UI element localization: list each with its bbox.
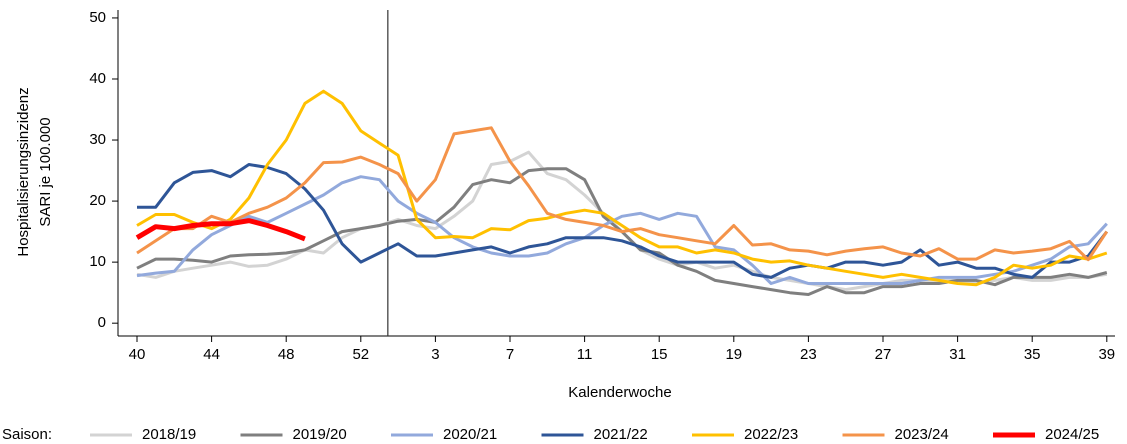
x-tick-label: 52	[352, 346, 369, 363]
y-tick-label: 50	[89, 9, 106, 26]
y-tick-label: 30	[89, 131, 106, 148]
x-tick-label: 27	[875, 346, 892, 363]
x-tick-label: 11	[577, 346, 593, 363]
y-axis-title: Hospitalisierungsinzidenz	[15, 87, 32, 256]
x-tick-label: 23	[800, 346, 817, 363]
legend-label: 2022/23	[744, 426, 798, 443]
x-tick-label: 19	[725, 346, 742, 363]
legend-label: 2023/24	[895, 426, 949, 443]
x-tick-label: 39	[1098, 346, 1115, 363]
x-tick-label: 3	[431, 346, 439, 363]
legend-label: 2018/19	[142, 426, 196, 443]
x-axis-title: Kalenderwoche	[568, 384, 671, 401]
x-tick-label: 7	[506, 346, 514, 363]
series-line	[136, 89, 1108, 287]
legend-label: 2024/25	[1045, 426, 1099, 443]
series-line	[137, 163, 1108, 279]
x-tick-label: 15	[651, 346, 668, 363]
x-tick-label: 48	[278, 346, 295, 363]
legend-label: 2021/22	[594, 426, 648, 443]
x-tick-label: 44	[203, 346, 220, 363]
x-tick-label: 31	[949, 346, 966, 363]
y-axis-title: SARI je 100.000	[37, 117, 54, 226]
y-tick-label: 20	[89, 192, 106, 209]
y-tick-label: 0	[98, 314, 106, 331]
legend-label: 2019/20	[293, 426, 347, 443]
series-line	[136, 126, 1109, 262]
x-tick-label: 40	[129, 346, 146, 363]
legend-title: Saison:	[2, 426, 52, 443]
y-tick-label: 40	[89, 70, 106, 87]
legend-label: 2020/21	[443, 426, 497, 443]
y-tick-label: 10	[89, 253, 106, 270]
series-line	[136, 175, 1108, 285]
series-line	[135, 218, 306, 242]
x-tick-label: 35	[1024, 346, 1041, 363]
